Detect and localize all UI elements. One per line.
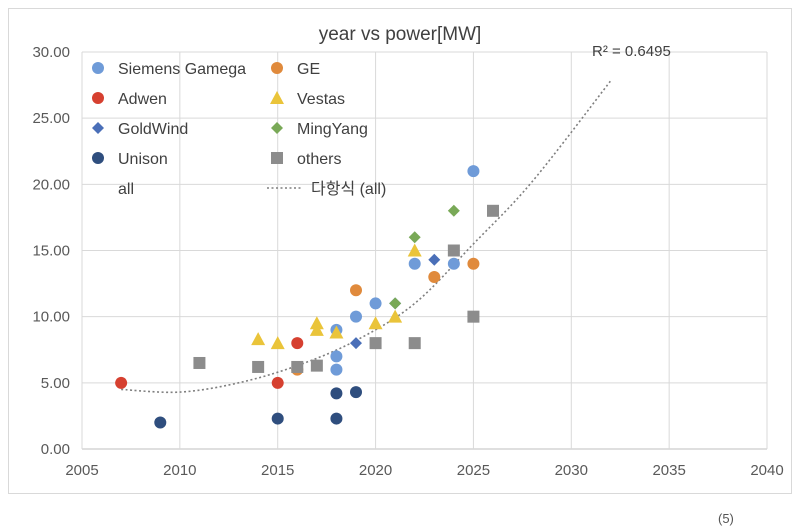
data-point (329, 325, 344, 339)
data-point (408, 257, 421, 270)
legend-entry: Siemens Gamega (92, 61, 246, 78)
x-tick-label: 2035 (652, 462, 685, 479)
data-point (309, 316, 324, 330)
y-tick-label: 25.00 (32, 110, 70, 127)
legend-marker (270, 91, 284, 104)
data-point (310, 359, 323, 372)
legend-entry: Vestas (270, 91, 345, 108)
y-tick-label: 15.00 (32, 243, 70, 260)
legend-label: MingYang (297, 121, 368, 138)
x-tick-label: 2040 (750, 462, 783, 479)
legend-marker (92, 152, 104, 164)
data-point (368, 316, 383, 330)
y-tick-label: 10.00 (32, 309, 70, 326)
data-point (193, 356, 206, 369)
legend-label: all (118, 181, 134, 198)
x-tick-label: 2015 (261, 462, 294, 479)
y-tick-label: 30.00 (32, 44, 70, 61)
x-tick-label: 2010 (163, 462, 196, 479)
data-point (407, 243, 422, 257)
data-point (350, 386, 362, 399)
legend-marker (271, 122, 283, 134)
data-point (389, 297, 402, 310)
y-tick-label: 5.00 (41, 375, 70, 392)
series-mingyang (389, 204, 460, 310)
data-point (291, 360, 304, 373)
trendline-layer (121, 80, 612, 394)
legend-label: GE (297, 61, 320, 78)
data-point (271, 376, 284, 389)
legend-label: Unison (118, 151, 168, 168)
legend-label: others (297, 151, 341, 168)
data-point (270, 336, 285, 350)
legend-label: Siemens Gamega (118, 61, 246, 78)
series-vestas (251, 243, 422, 350)
legend-entry: all (118, 181, 134, 198)
legend-label: Vestas (297, 91, 345, 108)
grid-lines: 0.00 5.00 10.00 15.00 20.00 25.00 30.00 2005 201… (32, 44, 783, 479)
legend-marker (92, 92, 104, 104)
series-adwen (115, 337, 304, 389)
data-point (408, 337, 421, 350)
data-point (330, 412, 343, 425)
series-unison (154, 386, 362, 429)
data-point (447, 244, 460, 257)
legend-marker (271, 152, 283, 164)
legend-label: Adwen (118, 91, 167, 108)
data-point (251, 332, 266, 346)
legend-label: GoldWind (118, 121, 188, 138)
data-point (447, 257, 460, 270)
data-point (467, 165, 480, 178)
data-point (408, 231, 421, 244)
legend-entry: MingYang (271, 121, 368, 138)
legend-entry: others (271, 151, 341, 168)
data-point (271, 412, 284, 425)
data-point (487, 204, 499, 217)
data-point (309, 322, 324, 336)
data-point (252, 360, 265, 373)
legend-marker (92, 122, 104, 134)
legend-entry: 다항식 (all) (267, 180, 386, 198)
legend: Siemens Gamega GE Adwen Vestas GoldWind MingY… (92, 61, 386, 198)
series-others (193, 204, 499, 373)
data-point (330, 363, 343, 376)
data-point (447, 204, 460, 217)
legend-entry: GE (271, 61, 320, 78)
r-squared-label: R² = 0.6495 (592, 43, 671, 60)
data-point (350, 337, 362, 350)
legend-entry: Adwen (92, 91, 167, 108)
chart-title: year vs power[MW] (319, 24, 482, 45)
data-point (369, 337, 382, 350)
data-point (388, 309, 403, 323)
trendline-all (121, 80, 612, 394)
data-point (350, 284, 362, 297)
data-point (154, 416, 167, 429)
legend-label: 다항식 (all) (311, 180, 386, 198)
y-tick-label: 20.00 (32, 176, 70, 193)
data-point (330, 350, 343, 363)
legend-entry: GoldWind (92, 121, 188, 138)
legend-marker (271, 62, 283, 74)
data-point (115, 376, 128, 389)
legend-marker (92, 62, 104, 74)
y-tick-label: 0.00 (41, 441, 70, 458)
data-point (330, 387, 343, 400)
x-tick-label: 2025 (457, 462, 490, 479)
data-point (467, 310, 480, 323)
legend-entry: Unison (92, 151, 168, 168)
x-tick-label: 2020 (359, 462, 392, 479)
x-tick-label: 2030 (555, 462, 588, 479)
data-point (428, 270, 441, 283)
x-tick-label: 2005 (65, 462, 98, 479)
data-point (467, 257, 480, 270)
data-point (350, 310, 362, 323)
corner-note: (5) (718, 511, 734, 526)
data-point (291, 337, 304, 350)
data-point (369, 297, 382, 310)
data-point (428, 253, 441, 266)
data-points-layer (115, 165, 499, 429)
